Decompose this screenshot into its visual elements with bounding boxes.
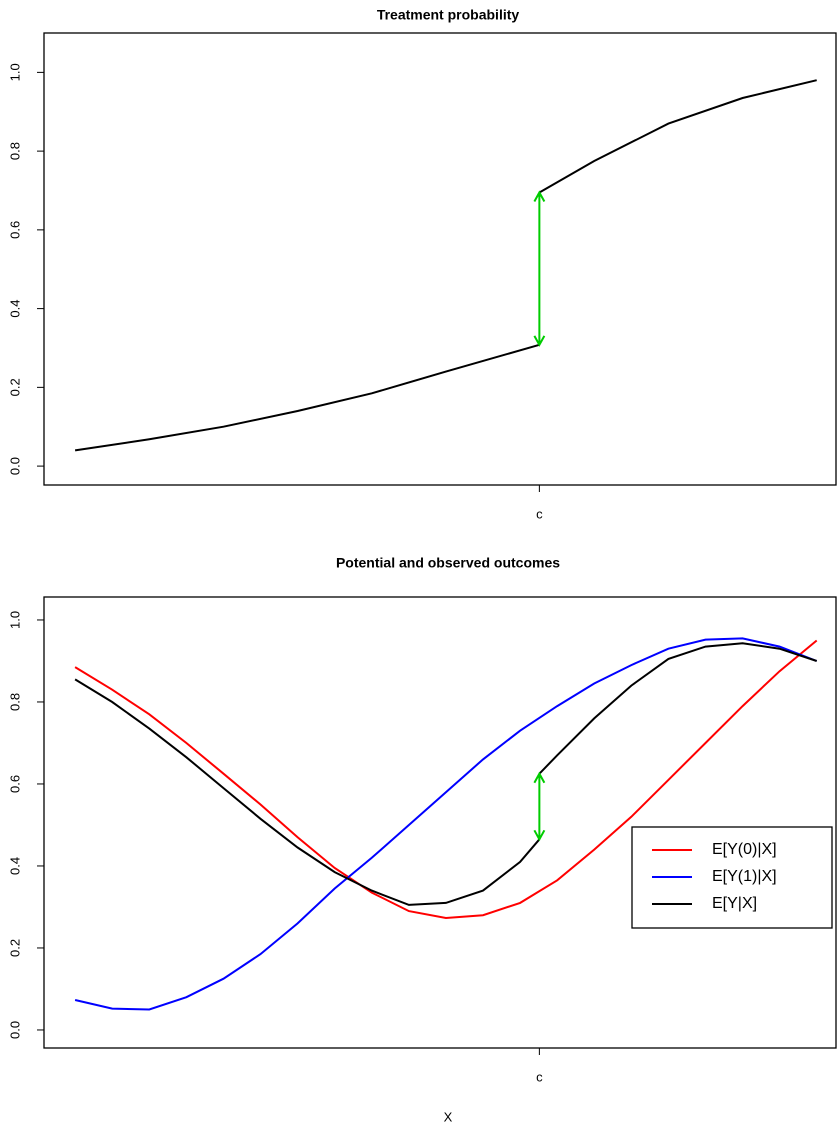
y-tick-label: 0.0: [7, 457, 22, 475]
line: [74, 639, 818, 920]
y-tick-label: 0.4: [7, 857, 22, 875]
x-tick-label: c: [536, 506, 543, 521]
y-tick-label: 1.0: [7, 63, 22, 81]
jump-arrow: [533, 190, 546, 347]
line: [74, 642, 818, 906]
y-tick-label: 0.6: [7, 221, 22, 239]
chart-title: Potential and observed outcomes: [336, 555, 560, 571]
y-tick-label: 0.4: [7, 300, 22, 318]
x-tick-label: c: [536, 1069, 543, 1084]
y-tick-label: 0.0: [7, 1021, 22, 1039]
y-tick-label: 0.6: [7, 775, 22, 793]
chart-title: Treatment probability: [377, 7, 520, 23]
jump-arrow: [533, 771, 546, 842]
y-tick-label: 1.0: [7, 611, 22, 629]
y-tick-label: 0.8: [7, 142, 22, 160]
plot-frame: [43, 32, 837, 486]
line: [74, 79, 817, 452]
legend-label: E[Y(1)|X]: [712, 868, 777, 885]
x-axis-label: X: [444, 1109, 453, 1124]
line: [74, 637, 818, 1011]
y-tick-label: 0.2: [7, 378, 22, 396]
y-tick-label: 0.2: [7, 939, 22, 957]
legend-label: E[Y|X]: [712, 895, 757, 912]
plot-frame: [43, 596, 837, 1049]
legend-label: E[Y(0)|X]: [712, 841, 777, 858]
y-tick-label: 0.8: [7, 693, 22, 711]
